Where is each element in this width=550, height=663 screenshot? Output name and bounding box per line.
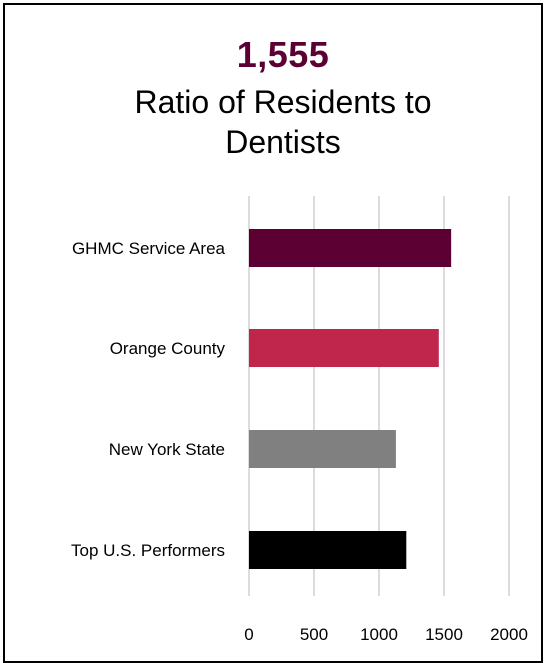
bar [249, 430, 396, 468]
x-tick-label: 2000 [490, 625, 528, 644]
category-label: New York State [109, 440, 225, 459]
x-tick-label: 500 [300, 625, 328, 644]
chart-title: Ratio of Residents to Dentists [134, 84, 432, 160]
x-tick-label: 1500 [425, 625, 463, 644]
bar [249, 531, 407, 569]
x-tick-label: 0 [244, 625, 253, 644]
x-tick-labels: 0 500 1000 1500 2000 [244, 625, 528, 644]
x-tick-label: 1000 [360, 625, 398, 644]
category-label: Top U.S. Performers [71, 541, 225, 560]
bar [249, 229, 452, 267]
category-label: GHMC Service Area [72, 239, 226, 258]
category-labels: GHMC Service Area Orange County New York S… [71, 239, 226, 560]
headline-value: 1,555 [236, 34, 330, 75]
bar [249, 329, 439, 367]
bars [249, 229, 452, 569]
category-label: Orange County [110, 339, 226, 358]
